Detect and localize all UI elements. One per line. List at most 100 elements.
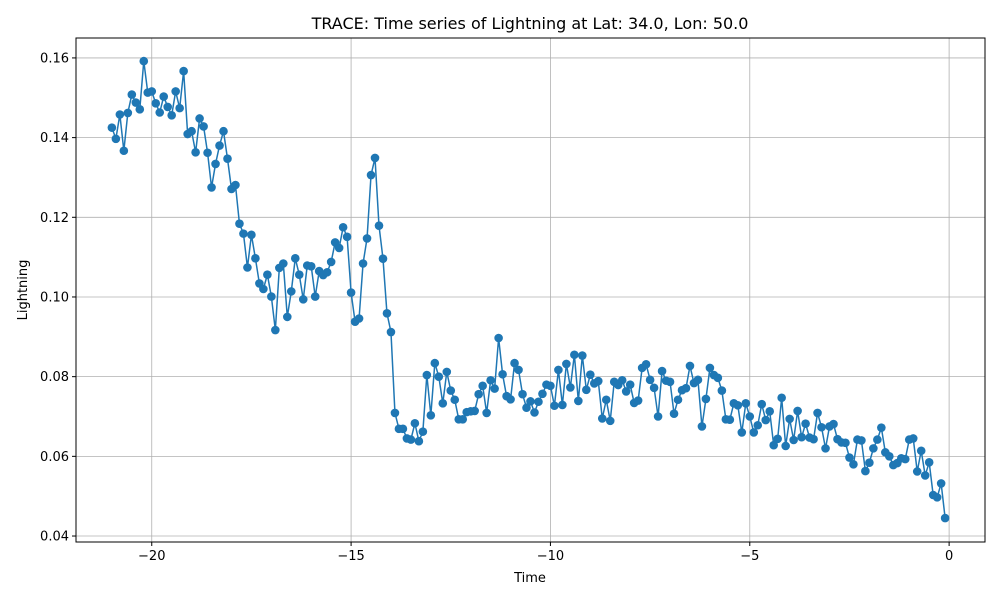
data-point xyxy=(877,423,886,432)
data-point xyxy=(869,444,878,453)
data-point xyxy=(490,384,499,393)
plot-series xyxy=(107,56,950,523)
data-point xyxy=(147,87,157,96)
chart-title: TRACE: Time series of Lightning at Lat: … xyxy=(311,14,749,33)
data-point xyxy=(765,407,775,416)
data-point xyxy=(725,415,735,424)
y-tick-label: 0.04 xyxy=(40,530,69,545)
y-tick-label: 0.16 xyxy=(40,51,69,66)
data-point xyxy=(558,400,567,410)
data-point xyxy=(187,126,196,136)
data-point xyxy=(849,460,858,469)
data-point xyxy=(841,438,850,448)
data-point xyxy=(845,453,854,462)
data-point xyxy=(781,441,790,451)
data-point xyxy=(251,254,260,263)
data-point xyxy=(279,259,288,268)
x-tick-label: −20 xyxy=(138,549,165,564)
data-point xyxy=(438,399,448,408)
data-point xyxy=(885,452,894,461)
data-point xyxy=(406,435,416,444)
data-point xyxy=(290,254,300,263)
data-point xyxy=(430,358,440,368)
data-point xyxy=(191,148,200,157)
data-point xyxy=(821,444,830,453)
data-point xyxy=(378,254,388,264)
data-point xyxy=(127,90,137,99)
data-point xyxy=(474,389,483,399)
data-point xyxy=(733,401,743,410)
data-point xyxy=(203,148,212,158)
data-point xyxy=(645,375,655,385)
data-point xyxy=(370,153,380,163)
data-point xyxy=(267,292,276,301)
data-point xyxy=(657,366,667,376)
data-point xyxy=(171,87,180,96)
data-point xyxy=(633,396,643,405)
data-point xyxy=(446,386,456,395)
data-point xyxy=(665,377,675,387)
data-point xyxy=(924,458,934,467)
data-point xyxy=(175,103,184,113)
data-point xyxy=(861,466,870,476)
data-point xyxy=(705,363,715,373)
data-point xyxy=(119,146,129,156)
data-point xyxy=(769,440,778,450)
data-point xyxy=(354,314,364,323)
data-point xyxy=(358,259,368,268)
data-point xyxy=(342,232,352,242)
data-point xyxy=(426,411,436,420)
data-point xyxy=(271,325,280,335)
data-point xyxy=(159,92,169,101)
data-point xyxy=(458,414,468,424)
data-point xyxy=(534,397,543,407)
data-point xyxy=(546,381,555,391)
data-point xyxy=(582,385,591,395)
data-point xyxy=(593,376,603,386)
data-point xyxy=(151,99,161,108)
data-point xyxy=(865,458,874,468)
data-point xyxy=(219,126,228,136)
data-point xyxy=(167,110,176,120)
data-point xyxy=(653,412,663,421)
plot-area-frame xyxy=(75,37,986,543)
data-point xyxy=(621,387,631,396)
y-tick-label: 0.06 xyxy=(40,450,69,465)
data-point xyxy=(586,370,595,379)
data-point xyxy=(366,170,376,180)
data-point xyxy=(298,295,308,304)
x-tick-label: −15 xyxy=(337,549,364,564)
data-point xyxy=(829,419,838,429)
data-point xyxy=(135,105,145,114)
data-point xyxy=(518,389,527,399)
data-point xyxy=(625,380,635,389)
x-tick-label: −10 xyxy=(537,549,564,564)
data-point xyxy=(231,180,240,190)
data-point xyxy=(123,108,133,118)
data-point xyxy=(745,412,755,421)
data-point xyxy=(410,418,420,428)
data-point xyxy=(259,284,268,294)
data-point xyxy=(713,373,723,383)
data-point xyxy=(697,422,707,431)
data-point xyxy=(442,367,452,377)
data-point xyxy=(195,114,204,123)
x-tick-label: 0 xyxy=(945,549,953,564)
data-point xyxy=(701,394,711,404)
data-point xyxy=(131,98,141,107)
data-point xyxy=(107,123,117,132)
data-point xyxy=(263,270,272,279)
y-tick-label: 0.12 xyxy=(40,211,69,226)
data-point xyxy=(179,66,188,76)
data-point xyxy=(382,309,392,318)
data-point xyxy=(693,375,703,385)
data-point xyxy=(777,393,786,403)
data-point xyxy=(554,365,563,375)
grid-lines xyxy=(76,38,985,542)
data-point xyxy=(235,219,244,228)
data-point xyxy=(386,327,396,337)
data-point xyxy=(669,409,679,419)
data-point xyxy=(530,408,539,417)
